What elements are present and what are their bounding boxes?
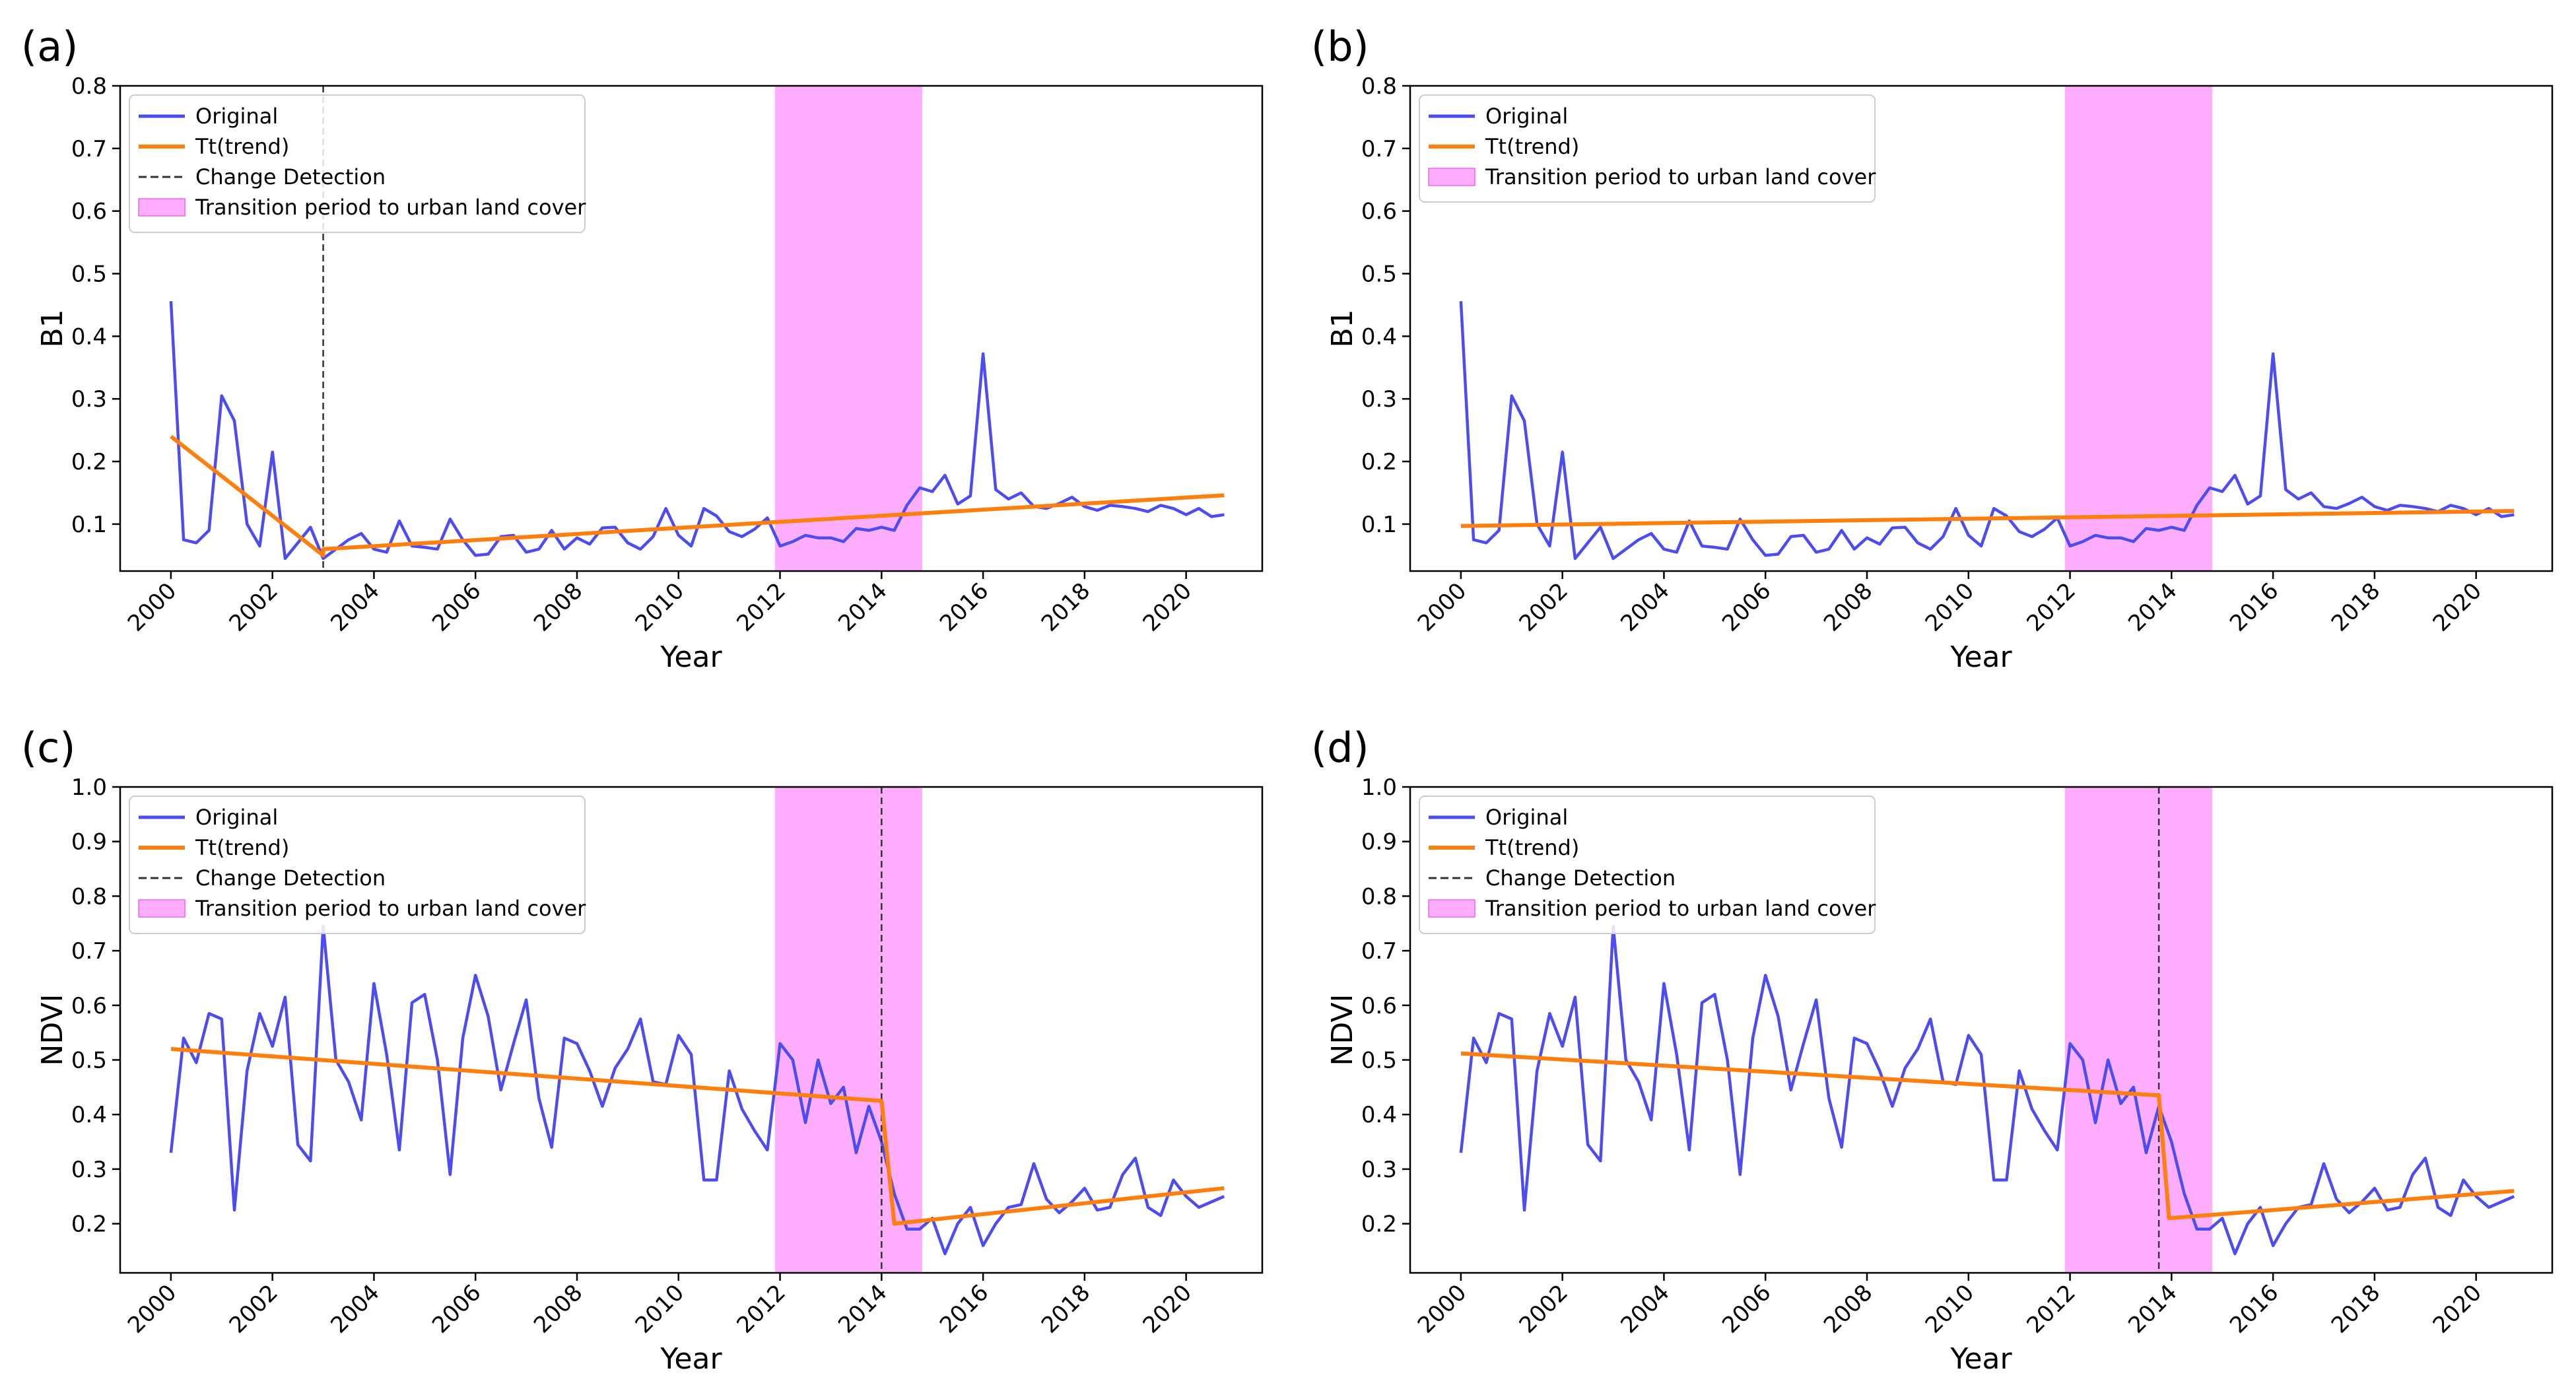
legend-box xyxy=(1419,94,1876,203)
y-tick-label: 1.0 xyxy=(71,774,107,801)
series-trend-line xyxy=(1460,509,2515,528)
transition-period-band xyxy=(774,787,922,1273)
legend-label: Transition period to urban land cover xyxy=(1485,164,1876,189)
y-tick-label: 0.6 xyxy=(71,993,107,1019)
y-tick-label: 0.3 xyxy=(1361,386,1397,413)
legend-label: Change Detection xyxy=(1485,866,1676,891)
transition-period-band xyxy=(774,86,922,571)
x-axis-label: Year xyxy=(660,1342,722,1376)
y-tick-label: 0.4 xyxy=(1361,323,1397,350)
panel-label: (a) xyxy=(21,22,78,71)
series-original-line xyxy=(169,924,1225,1256)
y-tick-label: 0.3 xyxy=(71,386,107,413)
legend-swatch-transition xyxy=(138,198,186,217)
y-tick-label: 0.5 xyxy=(71,261,107,288)
legend-box xyxy=(1419,796,1876,934)
y-tick-label: 0.4 xyxy=(1361,1102,1397,1128)
y-tick-label: 0.6 xyxy=(71,199,107,225)
axes-frame xyxy=(119,786,1264,1274)
y-axis-label: NDVI xyxy=(1326,994,1359,1066)
y-tick-label: 0.2 xyxy=(1361,1211,1397,1238)
y-axis-label: NDVI xyxy=(36,994,69,1066)
y-tick-label: 0.7 xyxy=(1361,938,1397,965)
legend-box xyxy=(129,796,586,934)
y-tick-label: 0.7 xyxy=(1361,136,1397,162)
plot-area xyxy=(1459,86,2515,571)
y-tick-label: 0.4 xyxy=(71,1102,107,1128)
plot-area xyxy=(169,86,1225,571)
axes-frame xyxy=(119,85,1264,572)
y-tick-label: 0.5 xyxy=(1361,1047,1397,1073)
series-original-line xyxy=(1459,301,2515,561)
y-tick-label: 0.5 xyxy=(1361,261,1397,288)
transition-period-band xyxy=(2064,787,2212,1273)
legend-swatch-transition xyxy=(1428,899,1475,918)
x-axis-label: Year xyxy=(1949,640,2012,674)
y-tick-label: 0.2 xyxy=(1361,449,1397,475)
y-tick-label: 0.1 xyxy=(71,512,107,538)
y-tick-label: 0.7 xyxy=(71,136,107,162)
y-tick-label: 0.3 xyxy=(71,1157,107,1183)
series-trend-line xyxy=(1460,1051,2515,1221)
panel-label: (b) xyxy=(1311,22,1369,71)
legend-label: Original xyxy=(195,104,278,129)
legend-box xyxy=(129,94,586,233)
y-tick-label: 0.2 xyxy=(71,1211,107,1238)
y-tick-label: 0.4 xyxy=(71,323,107,350)
y-tick-label: 0.1 xyxy=(1361,512,1397,538)
panel-label: (c) xyxy=(21,724,75,772)
axes-frame xyxy=(1409,786,2554,1274)
legend-label: Transition period to urban land cover xyxy=(1485,896,1876,921)
y-tick-label: 0.8 xyxy=(71,883,107,910)
legend-label: Tt(trend) xyxy=(195,835,289,860)
plot-area xyxy=(1459,787,2515,1273)
legend-label: Original xyxy=(1485,805,1568,830)
y-tick-label: 0.8 xyxy=(1361,883,1397,910)
legend-label: Transition period to urban land cover xyxy=(195,896,586,921)
y-axis-label: B1 xyxy=(1326,309,1359,347)
x-axis-label: Year xyxy=(1949,1342,2012,1376)
y-tick-label: 0.9 xyxy=(71,829,107,856)
panel-label: (d) xyxy=(1311,724,1369,772)
y-tick-label: 0.9 xyxy=(1361,829,1397,856)
legend-swatch-transition xyxy=(138,899,186,918)
y-tick-label: 0.8 xyxy=(1361,73,1397,100)
legend-label: Original xyxy=(1485,104,1568,129)
y-tick-label: 0.6 xyxy=(1361,993,1397,1019)
legend-label: Change Detection xyxy=(195,866,386,891)
legend-swatch-transition xyxy=(1428,168,1475,186)
transition-period-band xyxy=(2064,86,2212,571)
series-trend-line xyxy=(170,434,1225,558)
y-tick-label: 0.5 xyxy=(71,1047,107,1073)
y-tick-label: 0.7 xyxy=(71,938,107,965)
series-original-line xyxy=(1459,924,2515,1256)
y-tick-label: 0.2 xyxy=(71,449,107,475)
y-tick-label: 0.8 xyxy=(71,73,107,100)
legend-label: Tt(trend) xyxy=(1485,835,1579,860)
axes-frame xyxy=(1409,85,2554,572)
y-axis-label: B1 xyxy=(36,309,69,347)
y-tick-label: 1.0 xyxy=(1361,774,1397,801)
series-trend-line xyxy=(170,1046,1225,1226)
y-tick-label: 0.6 xyxy=(1361,199,1397,225)
legend-label: Change Detection xyxy=(195,164,386,189)
y-tick-label: 0.3 xyxy=(1361,1157,1397,1183)
legend-label: Original xyxy=(195,805,278,830)
plot-area xyxy=(169,787,1225,1273)
legend-label: Tt(trend) xyxy=(1485,134,1579,159)
legend-label: Transition period to urban land cover xyxy=(195,195,586,220)
x-axis-label: Year xyxy=(660,640,722,674)
legend-label: Tt(trend) xyxy=(195,134,289,159)
